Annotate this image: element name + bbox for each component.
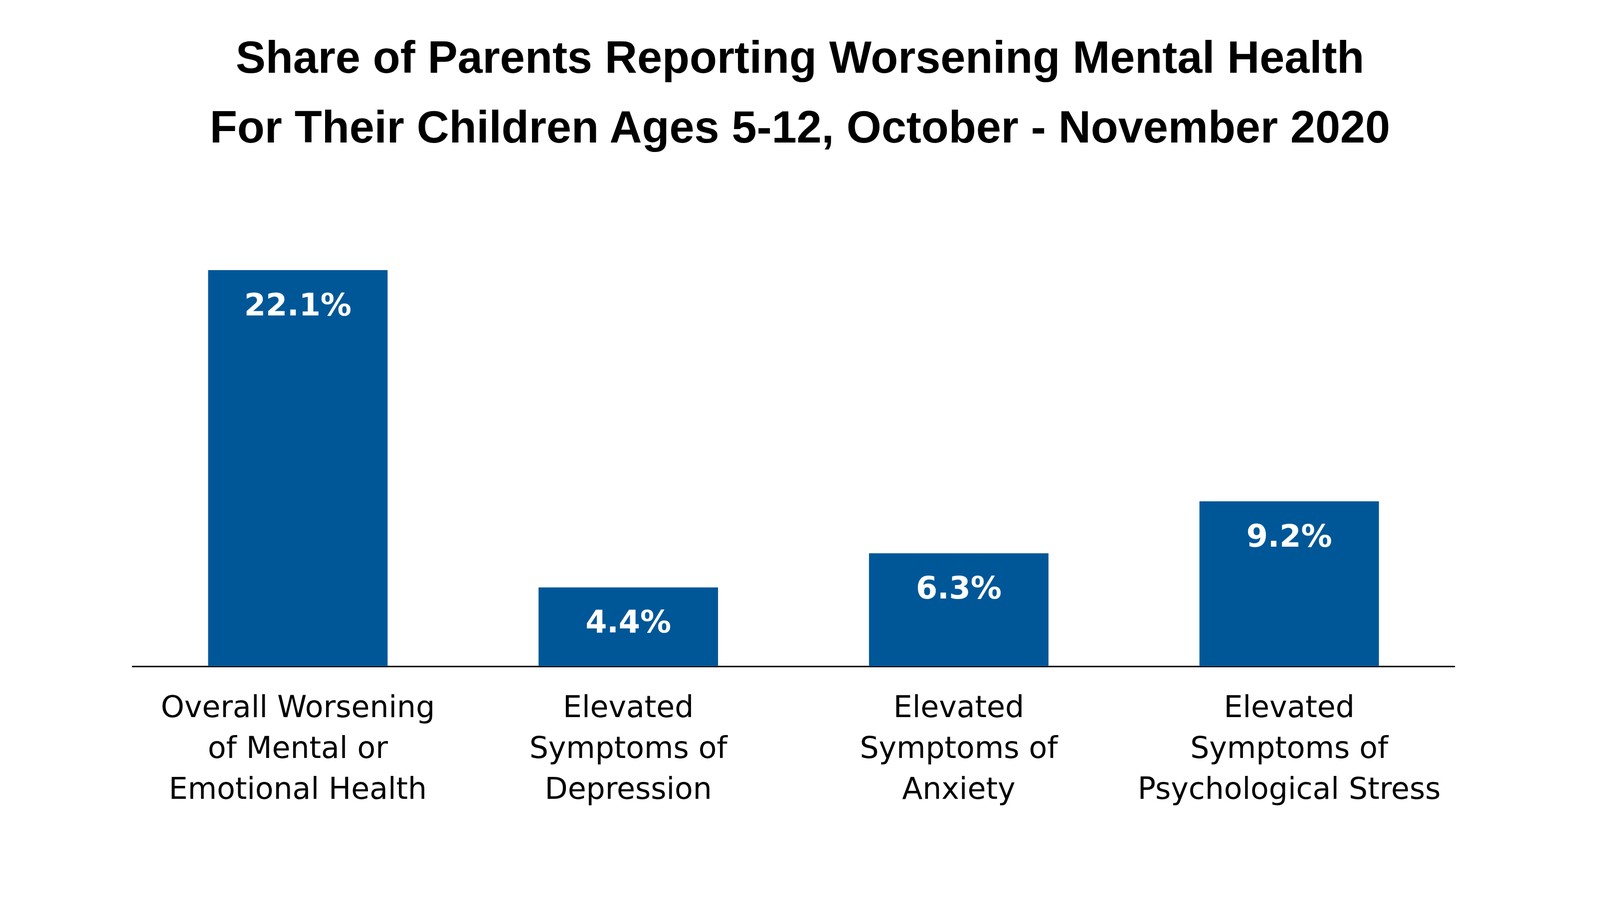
svg-text:of Mental or: of Mental or [207, 730, 388, 766]
svg-text:Elevated: Elevated [562, 689, 694, 725]
svg-text:6.3%: 6.3% [915, 569, 1002, 607]
svg-text:9.2%: 9.2% [1246, 518, 1333, 555]
svg-text:Elevated: Elevated [1223, 689, 1355, 725]
svg-text:Symptoms of: Symptoms of [859, 730, 1059, 766]
svg-text:For Their Children Ages 5-12,: For Their Children Ages 5-12, October - … [209, 102, 1391, 153]
svg-text:4.4%: 4.4% [585, 603, 672, 641]
svg-text:Anxiety: Anxiety [901, 771, 1016, 807]
svg-text:Emotional Health: Emotional Health [169, 771, 428, 807]
svg-text:Overall Worsening: Overall Worsening [161, 689, 436, 725]
svg-text:Share of Parents Reporting Wor: Share of Parents Reporting Worsening Men… [235, 32, 1365, 83]
svg-text:Symptoms of: Symptoms of [1190, 730, 1390, 766]
svg-text:Elevated: Elevated [893, 689, 1025, 725]
svg-text:Depression: Depression [544, 771, 712, 807]
svg-text:22.1%: 22.1% [244, 286, 352, 324]
svg-text:Symptoms of: Symptoms of [529, 730, 729, 766]
svg-text:Psychological Stress: Psychological Stress [1137, 771, 1441, 807]
